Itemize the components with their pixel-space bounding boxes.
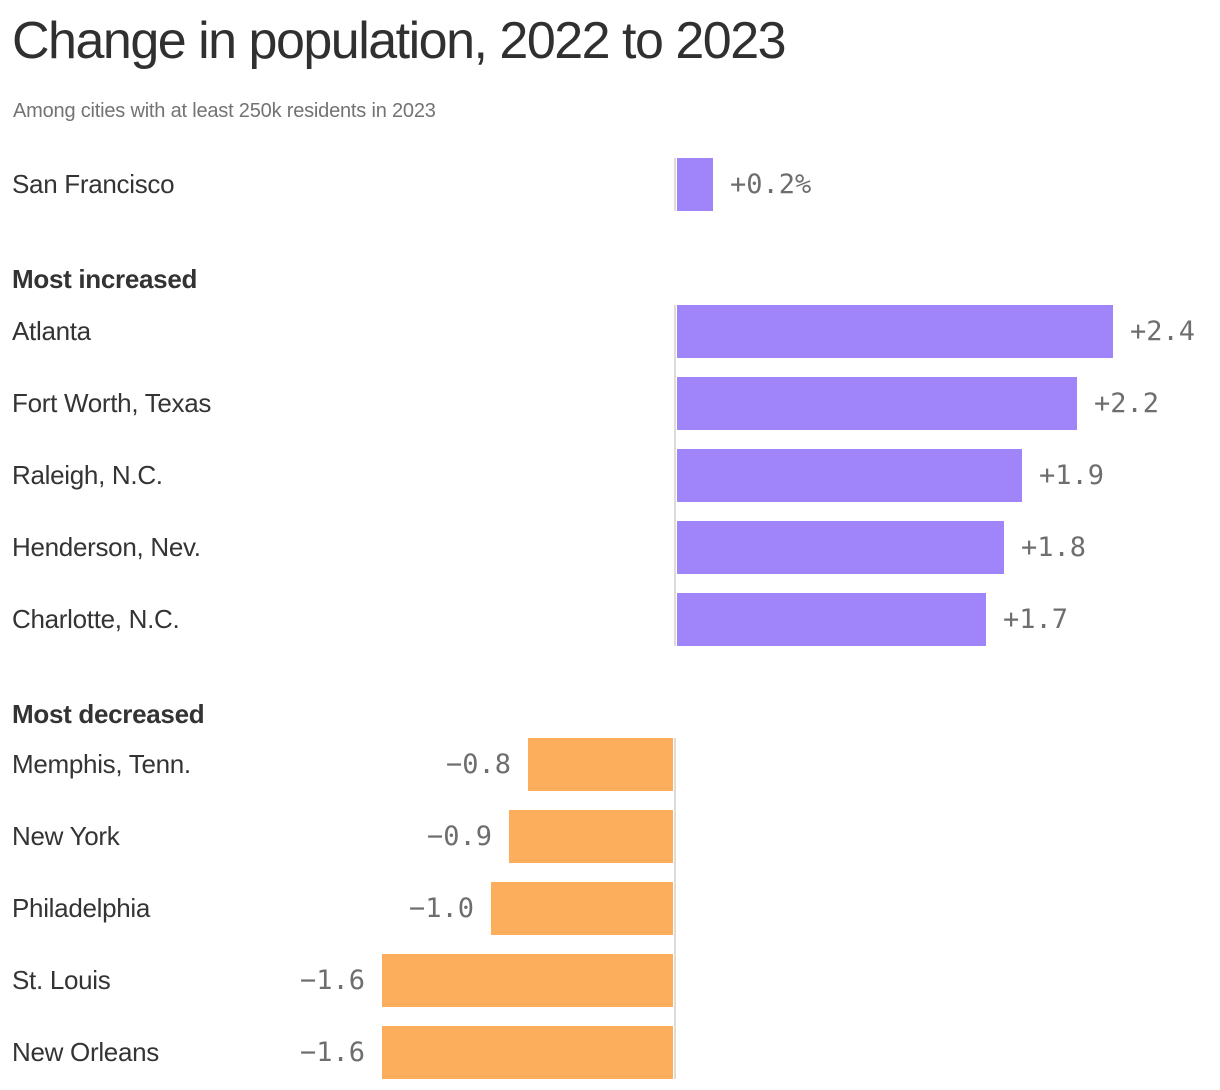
bar-new-orleans [382, 1026, 673, 1079]
section-header-most-increased: Most increased [12, 264, 198, 294]
row-label-raleigh-n-c-: Raleigh, N.C. [12, 460, 163, 490]
zero-baseline [674, 305, 676, 646]
value-label-atlanta: +2.4 [1130, 316, 1196, 347]
value-label-st-louis: −1.6 [299, 965, 365, 996]
chart-title: Change in population, 2022 to 2023 [12, 12, 787, 70]
value-label-raleigh-n-c-: +1.9 [1039, 460, 1105, 491]
bar-fort-worth-texas [677, 377, 1077, 430]
row-label-memphis-tenn-: Memphis, Tenn. [12, 749, 191, 779]
bar-philadelphia [491, 882, 673, 935]
zero-baseline [674, 738, 676, 1079]
bar-raleigh-n-c- [677, 449, 1022, 502]
value-label-memphis-tenn-: −0.8 [445, 749, 511, 780]
row-label-atlanta: Atlanta [12, 316, 91, 346]
bar-henderson-nev- [677, 521, 1004, 574]
chart-subtitle: Among cities with at least 250k resident… [13, 100, 436, 122]
value-label-fort-worth-texas: +2.2 [1094, 388, 1160, 419]
row-label-fort-worth-texas: Fort Worth, Texas [12, 388, 212, 418]
value-label-charlotte-n-c-: +1.7 [1003, 604, 1069, 635]
row-label-philadelphia: Philadelphia [12, 893, 151, 923]
value-label-new-orleans: −1.6 [299, 1037, 365, 1068]
value-label-henderson-nev-: +1.8 [1021, 532, 1087, 563]
bar-charlotte-n-c- [677, 593, 986, 646]
bar-new-york [509, 810, 673, 863]
value-label-new-york: −0.9 [426, 821, 492, 852]
zero-baseline [674, 158, 676, 211]
bar-san-francisco [677, 158, 713, 211]
bar-st-louis [382, 954, 673, 1007]
row-label-san-francisco: San Francisco [12, 169, 175, 199]
section-header-most-decreased: Most decreased [12, 699, 205, 729]
row-label-st-louis: St. Louis [12, 965, 111, 995]
bar-memphis-tenn- [528, 738, 673, 791]
bar-atlanta [677, 305, 1113, 358]
value-label-philadelphia: −1.0 [408, 893, 474, 924]
value-label-san-francisco: +0.2% [730, 169, 812, 200]
row-label-charlotte-n-c-: Charlotte, N.C. [12, 604, 180, 634]
row-label-new-york: New York [12, 821, 120, 851]
row-label-new-orleans: New Orleans [12, 1037, 159, 1067]
row-label-henderson-nev-: Henderson, Nev. [12, 532, 201, 562]
